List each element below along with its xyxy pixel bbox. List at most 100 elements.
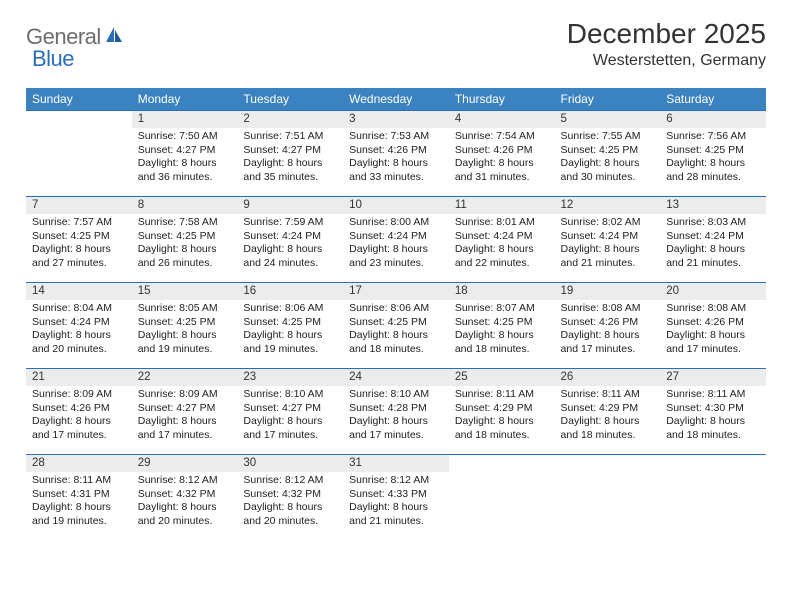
sunset-label: Sunset: [349,144,388,156]
sunset-line: Sunset: 4:24 PM [561,230,655,244]
day-body: Sunrise: 8:11 AMSunset: 4:29 PMDaylight:… [449,386,555,447]
sunset-line: Sunset: 4:26 PM [455,144,549,158]
sunset-line: Sunset: 4:28 PM [349,402,443,416]
daylight-label: Daylight: [561,415,605,427]
day-body: Sunrise: 7:58 AMSunset: 4:25 PMDaylight:… [132,214,238,275]
sunrise-line: Sunrise: 8:05 AM [138,302,232,316]
sunrise-line: Sunrise: 8:10 AM [243,388,337,402]
calendar-table: Sunday Monday Tuesday Wednesday Thursday… [26,88,766,540]
daylight-label: Daylight: [455,243,499,255]
sunset-value: 4:33 PM [388,488,427,500]
day-number: 2 [237,110,343,128]
sunrise-line: Sunrise: 7:59 AM [243,216,337,230]
sunset-label: Sunset: [455,402,494,414]
day-cell: 10Sunrise: 8:00 AMSunset: 4:24 PMDayligh… [343,196,449,282]
daylight-line: Daylight: 8 hours and 23 minutes. [349,243,443,270]
daylight-label: Daylight: [349,329,393,341]
daylight-label: Daylight: [349,415,393,427]
sunset-value: 4:25 PM [71,230,110,242]
day-body: Sunrise: 7:50 AMSunset: 4:27 PMDaylight:… [132,128,238,189]
sunset-label: Sunset: [561,316,600,328]
sunset-label: Sunset: [138,230,177,242]
sunrise-line: Sunrise: 7:57 AM [32,216,126,230]
day-number: 15 [132,282,238,300]
day-number: 29 [132,454,238,472]
sunrise-value: 7:54 AM [496,130,535,142]
day-number: 17 [343,282,449,300]
daylight-line: Daylight: 8 hours and 17 minutes. [561,329,655,356]
day-body: Sunrise: 8:06 AMSunset: 4:25 PMDaylight:… [237,300,343,361]
daylight-label: Daylight: [243,501,287,513]
daylight-line: Daylight: 8 hours and 18 minutes. [455,415,549,442]
day-cell: 31Sunrise: 8:12 AMSunset: 4:33 PMDayligh… [343,454,449,540]
location: Westerstetten, Germany [567,52,766,70]
sunrise-label: Sunrise: [243,302,284,314]
sunrise-line: Sunrise: 8:11 AM [455,388,549,402]
sunrise-label: Sunrise: [32,216,73,228]
sunset-line: Sunset: 4:30 PM [666,402,760,416]
sunrise-value: 8:06 AM [285,302,324,314]
sunrise-label: Sunrise: [138,388,179,400]
sunset-label: Sunset: [138,316,177,328]
sunrise-label: Sunrise: [455,130,496,142]
sunrise-value: 8:12 AM [179,474,218,486]
day-body: Sunrise: 8:11 AMSunset: 4:30 PMDaylight:… [660,386,766,447]
sunrise-line: Sunrise: 8:09 AM [32,388,126,402]
daylight-label: Daylight: [32,329,76,341]
day-body: Sunrise: 8:12 AMSunset: 4:32 PMDaylight:… [237,472,343,533]
sunset-label: Sunset: [243,402,282,414]
sunrise-value: 8:11 AM [73,474,111,486]
sunrise-line: Sunrise: 8:04 AM [32,302,126,316]
daylight-label: Daylight: [138,415,182,427]
daylight-line: Daylight: 8 hours and 33 minutes. [349,157,443,184]
sunrise-line: Sunrise: 8:06 AM [243,302,337,316]
sunrise-line: Sunrise: 7:51 AM [243,130,337,144]
day-body: Sunrise: 8:09 AMSunset: 4:27 PMDaylight:… [132,386,238,447]
day-number: 4 [449,110,555,128]
sunset-line: Sunset: 4:25 PM [32,230,126,244]
sunset-line: Sunset: 4:24 PM [243,230,337,244]
sunset-label: Sunset: [455,230,494,242]
daylight-label: Daylight: [32,501,76,513]
day-body: Sunrise: 7:59 AMSunset: 4:24 PMDaylight:… [237,214,343,275]
day-cell [555,454,661,540]
dow-thursday: Thursday [449,88,555,110]
sunset-label: Sunset: [666,316,705,328]
day-number: 12 [555,196,661,214]
daylight-label: Daylight: [138,501,182,513]
sunset-value: 4:24 PM [599,230,638,242]
daylight-line: Daylight: 8 hours and 17 minutes. [349,415,443,442]
sunrise-label: Sunrise: [666,388,707,400]
day-cell [26,110,132,196]
day-number: 20 [660,282,766,300]
sunset-line: Sunset: 4:32 PM [138,488,232,502]
day-number: 28 [26,454,132,472]
sunrise-value: 7:53 AM [391,130,430,142]
sunrise-line: Sunrise: 7:50 AM [138,130,232,144]
day-number: 13 [660,196,766,214]
sunset-label: Sunset: [349,402,388,414]
day-number: 25 [449,368,555,386]
daylight-label: Daylight: [138,243,182,255]
day-body: Sunrise: 8:01 AMSunset: 4:24 PMDaylight:… [449,214,555,275]
sunrise-value: 8:12 AM [285,474,324,486]
day-body: Sunrise: 8:07 AMSunset: 4:25 PMDaylight:… [449,300,555,361]
sunrise-value: 8:06 AM [391,302,430,314]
sunrise-label: Sunrise: [32,302,73,314]
day-number: 19 [555,282,661,300]
daylight-label: Daylight: [666,329,710,341]
day-number: 26 [555,368,661,386]
day-body: Sunrise: 8:00 AMSunset: 4:24 PMDaylight:… [343,214,449,275]
daylight-label: Daylight: [243,157,287,169]
sunrise-value: 7:50 AM [179,130,218,142]
sunset-line: Sunset: 4:25 PM [455,316,549,330]
sunset-line: Sunset: 4:24 PM [32,316,126,330]
sunrise-label: Sunrise: [138,302,179,314]
sunset-label: Sunset: [561,230,600,242]
day-cell: 3Sunrise: 7:53 AMSunset: 4:26 PMDaylight… [343,110,449,196]
daylight-line: Daylight: 8 hours and 21 minutes. [561,243,655,270]
day-body: Sunrise: 7:51 AMSunset: 4:27 PMDaylight:… [237,128,343,189]
daylight-line: Daylight: 8 hours and 18 minutes. [561,415,655,442]
sunset-value: 4:27 PM [176,402,215,414]
sunrise-label: Sunrise: [666,216,707,228]
